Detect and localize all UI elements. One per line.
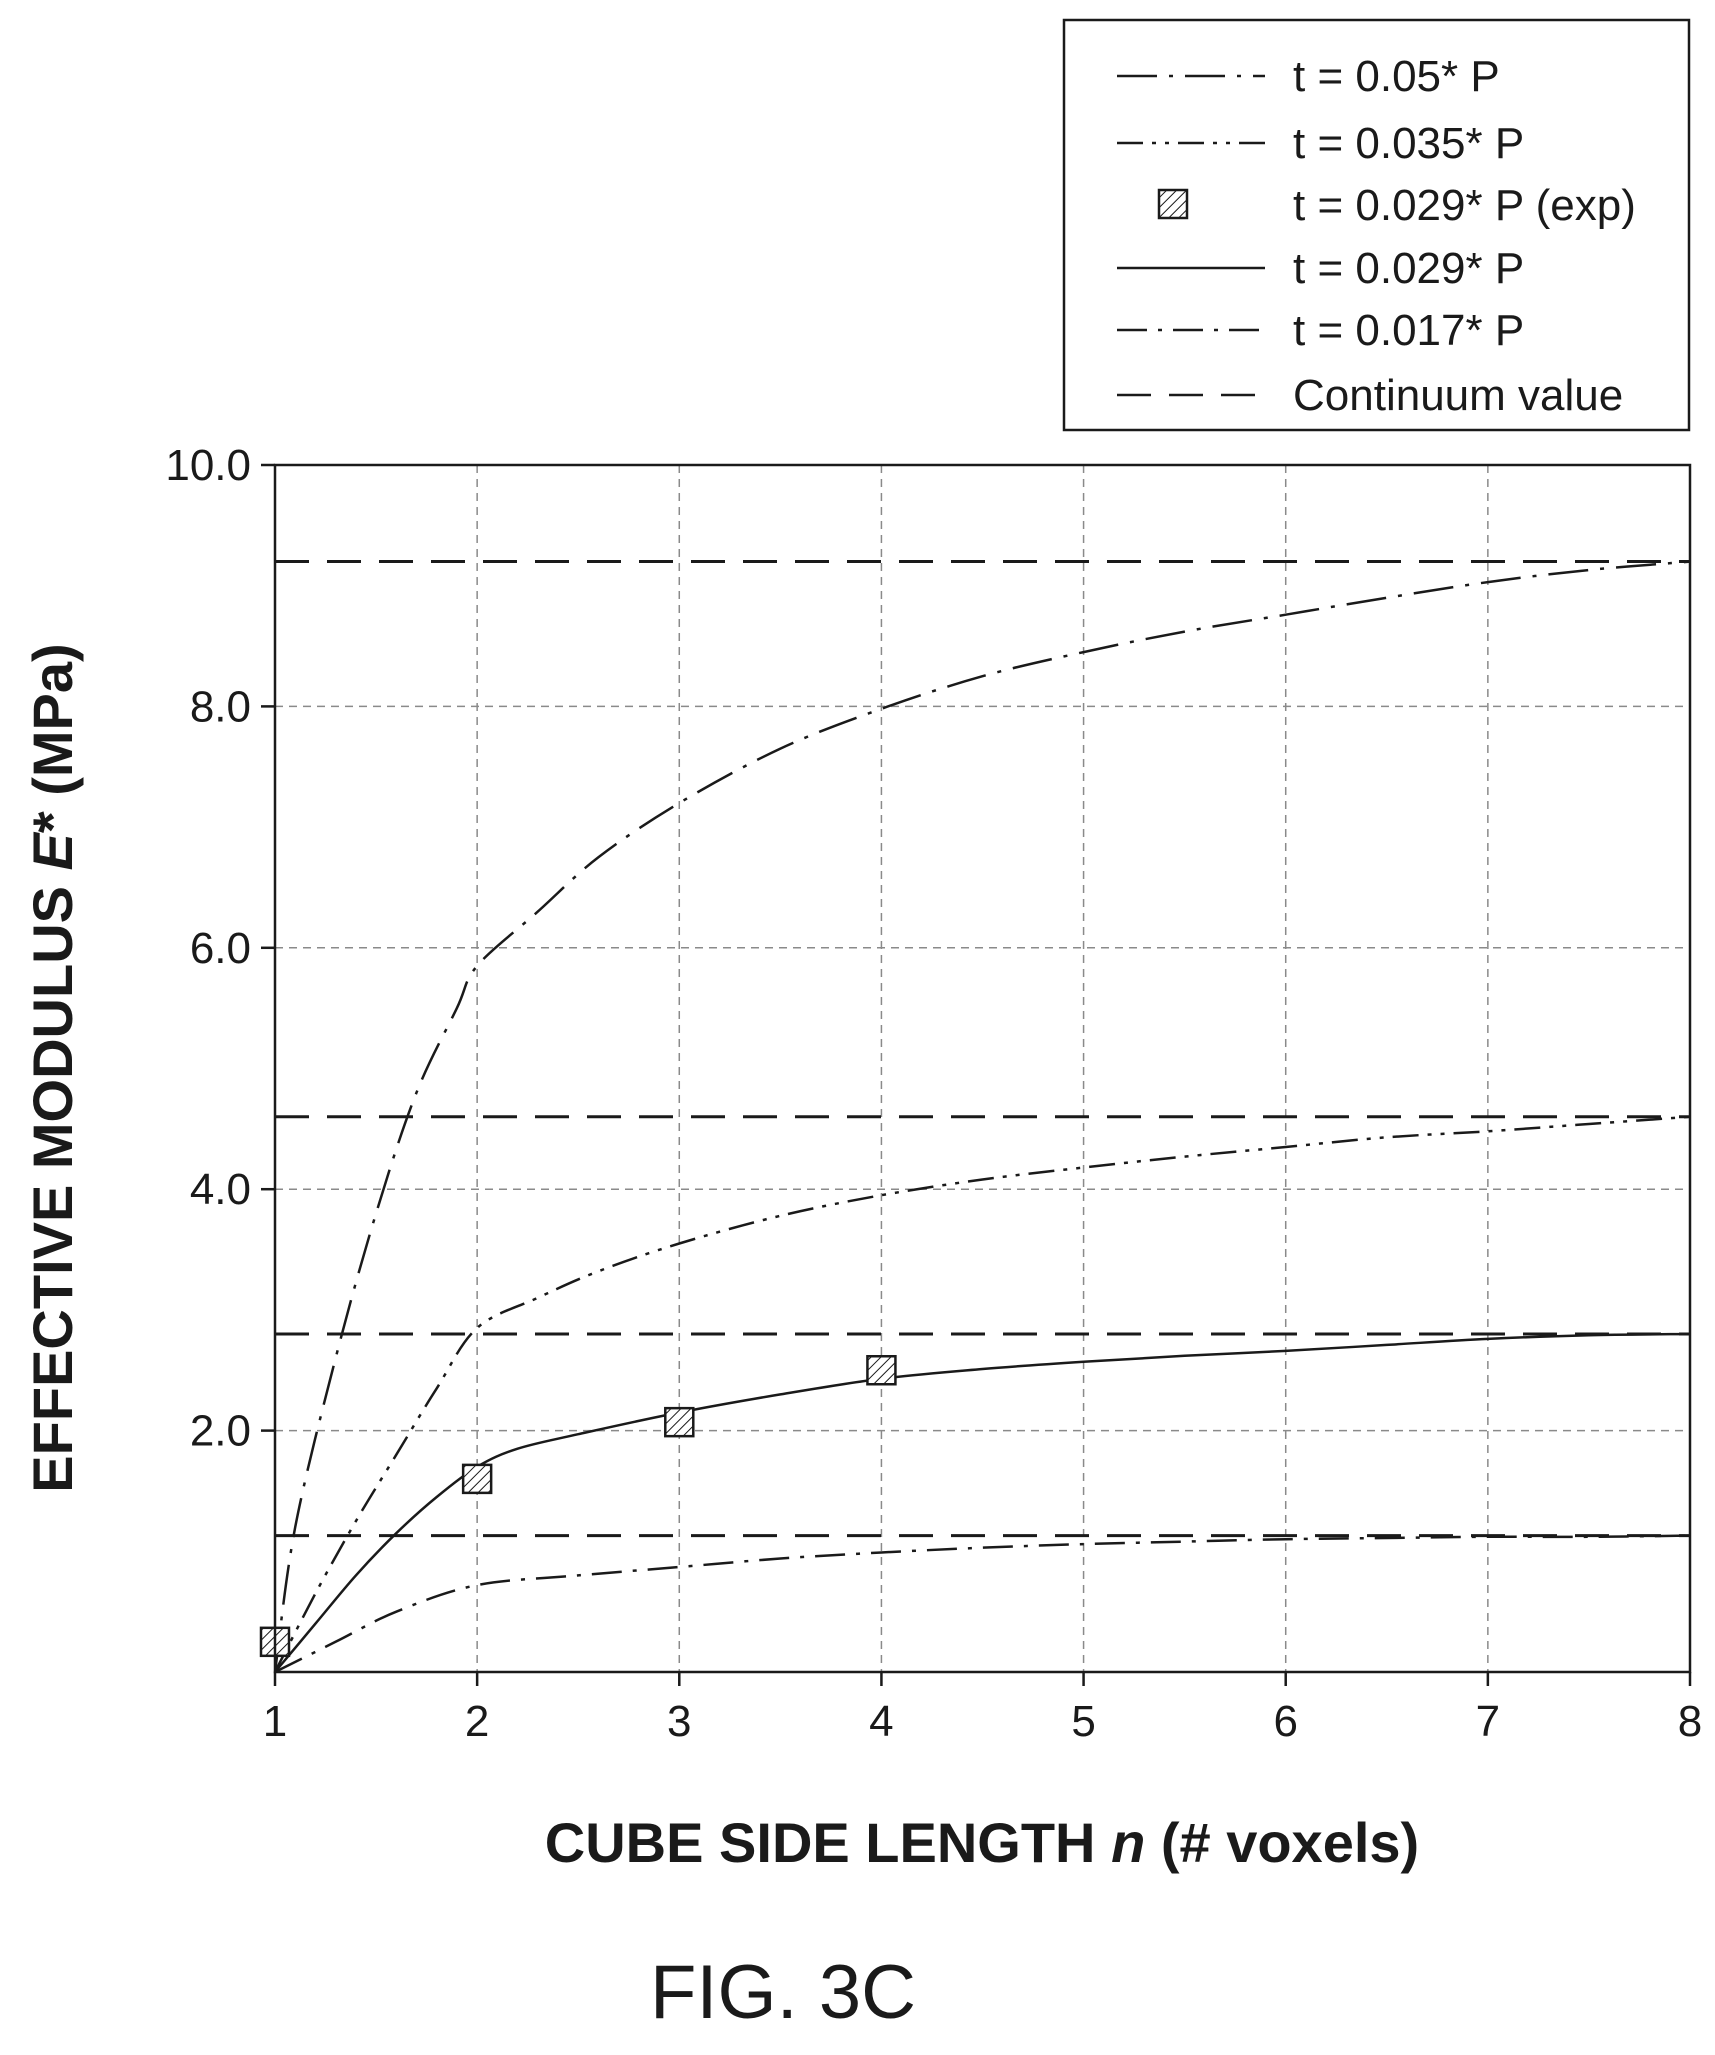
continuum-lines [275,560,1690,1538]
y-tick-label: 6.0 [190,924,251,973]
legend-label: t = 0.029* P [1293,244,1524,293]
legend: t = 0.05* P t = 0.035* P t = 0.029* P (exp… [1062,18,1691,432]
x-tick-label: 2 [465,1697,489,1746]
series-line [273,560,1691,1673]
legend-label: t = 0.035* P [1293,119,1524,168]
legend-entries: t = 0.05* P t = 0.035* P t = 0.029* P (exp… [1117,52,1636,420]
y-axis-title: EFFECTIVE MODULUS E* (MPa) [21,643,84,1492]
legend-label: t = 0.029* P (exp) [1293,181,1636,230]
exp-marker [664,1406,695,1438]
x-axis-title: CUBE SIDE LENGTH n (# voxels) [545,1811,1419,1874]
series-line [273,1115,1691,1673]
x-tick-label: 8 [1678,1697,1702,1746]
exp-marker [866,1355,897,1386]
x-tick-label: 6 [1273,1697,1297,1746]
legend-label: t = 0.017* P [1293,306,1524,355]
x-tick-label: 5 [1071,1697,1095,1746]
legend-label: Continuum value [1293,371,1623,420]
x-tick-label: 7 [1476,1697,1500,1746]
exp-marker [461,1463,493,1495]
legend-swatch [1157,188,1189,220]
figure-caption: FIG. 3C [650,1950,916,2035]
y-tick-label: 4.0 [190,1165,251,1214]
legend-box [1062,18,1691,432]
x-tick-label: 1 [263,1697,287,1746]
series-line [274,1332,1691,1673]
grid [275,465,1690,1672]
y-tick-label: 2.0 [190,1407,251,1456]
y-tick-label: 8.0 [190,682,251,731]
x-tick-labels: 1 2 3 4 5 6 7 8 [263,1672,1702,1746]
x-tick-label: 3 [667,1697,691,1746]
plot-frame [273,463,1692,1674]
exp-markers [259,1355,897,1658]
legend-label: t = 0.05* P [1293,52,1500,101]
y-tick-labels: 2.0 4.0 6.0 8.0 10.0 [165,441,275,1456]
y-tick-label: 10.0 [165,441,251,490]
x-tick-label: 4 [869,1697,893,1746]
series-line [274,1534,1691,1674]
